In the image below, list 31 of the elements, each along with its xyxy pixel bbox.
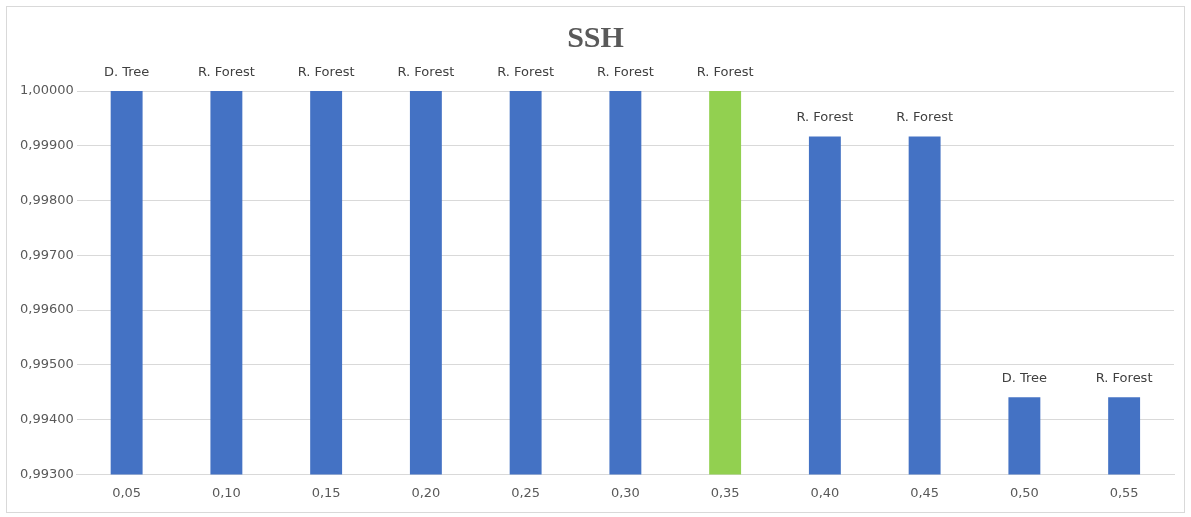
x-tick-label: 0,45 [910, 484, 940, 500]
x-tick-label: 0,25 [511, 484, 541, 500]
x-tick-label: 0,50 [1009, 484, 1039, 500]
data-label: R. Forest [597, 63, 654, 79]
data-label: R. Forest [1095, 370, 1153, 386]
y-tick-label: 0,99800 [19, 191, 74, 207]
chart-title: SSH [567, 19, 624, 53]
y-tick-label: 1,00000 [19, 82, 74, 98]
y-tick-label: 0,99700 [19, 246, 74, 262]
data-label: R. Forest [397, 63, 455, 79]
x-tick-label: 0,35 [710, 484, 740, 500]
x-tick-label: 0,20 [411, 484, 441, 500]
y-tick-label: 0,99400 [19, 411, 74, 426]
data-label: R. Forest [297, 63, 355, 79]
data-label: R. Forest [896, 109, 953, 125]
y-tick-label: 0,99500 [19, 356, 74, 372]
data-label: R. Forest [696, 63, 754, 79]
data-label: R. Forest [796, 109, 854, 125]
x-tick-label: 0,05 [112, 484, 142, 500]
data-label: D. Tree [1001, 370, 1048, 386]
x-tick-label: 0,30 [610, 484, 640, 500]
x-tick-label: 0,15 [311, 484, 341, 500]
data-label: R. Forest [198, 63, 255, 79]
x-tick-label: 0,40 [810, 484, 840, 500]
y-tick-label: 0,99900 [19, 137, 74, 153]
data-label: D. Tree [103, 63, 150, 79]
x-tick-label: 0,55 [1109, 484, 1139, 500]
y-tick-label: 0,99600 [19, 301, 74, 317]
x-tick-label: 0,10 [211, 484, 241, 500]
y-tick-label: 0,99300 [19, 465, 74, 481]
data-label: R. Forest [497, 63, 554, 79]
